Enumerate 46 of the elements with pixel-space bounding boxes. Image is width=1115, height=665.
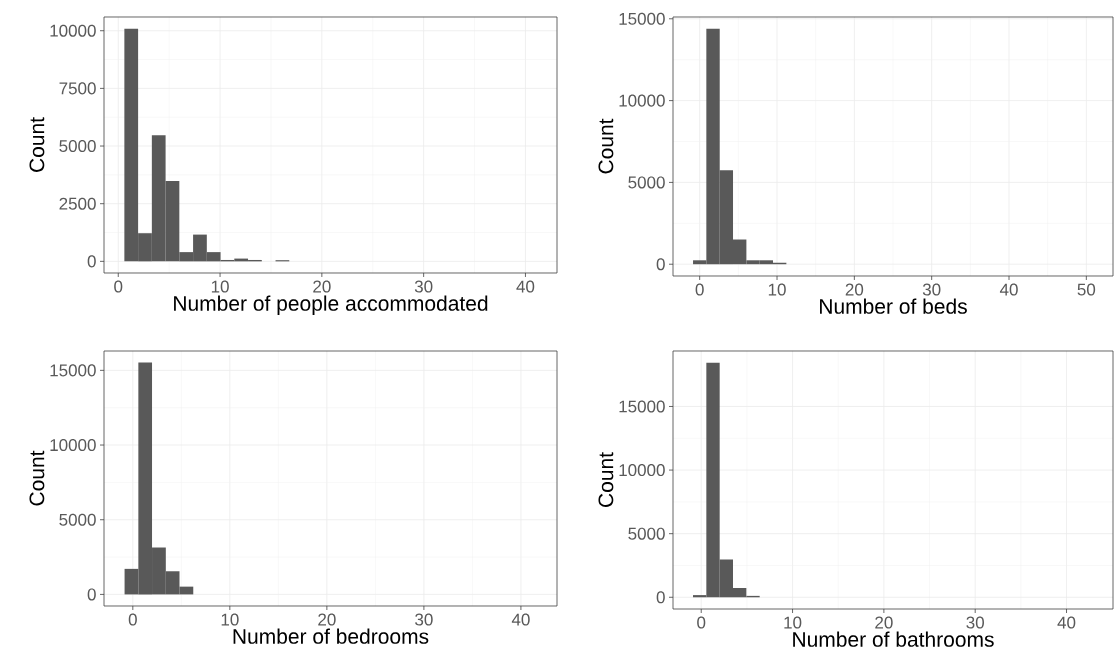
y-tick-label: 0 [87, 255, 96, 268]
x-tick-label: 10 [784, 616, 802, 629]
x-tick-label: 20 [845, 283, 864, 296]
x-tick-label: 40 [511, 613, 530, 626]
y-tick-label: 5000 [59, 513, 96, 526]
y-tick-label: 10000 [619, 94, 665, 107]
y-axis-title: Count [29, 117, 45, 172]
x-tick-label: 50 [1077, 283, 1096, 296]
y-tick-label: 0 [87, 588, 96, 601]
y-tick-label: 2500 [59, 197, 96, 210]
y-tick-label: 5000 [628, 176, 665, 189]
x-axis-title: Number of bathrooms [793, 631, 994, 647]
x-axis-title: Number of beds [820, 298, 967, 314]
x-tick-label: 10 [211, 280, 229, 293]
x-tick-label: 0 [695, 283, 704, 296]
y-tick-label: 5000 [59, 140, 96, 153]
y-tick-label: 15000 [619, 400, 665, 413]
x-tick-label: 20 [875, 616, 893, 629]
x-tick-label: 40 [516, 280, 535, 293]
x-tick-label: 30 [922, 283, 941, 296]
x-tick-label: 30 [414, 280, 433, 293]
y-axis-title: Count [598, 118, 614, 174]
x-tick-label: 20 [313, 280, 331, 293]
y-tick-label: 10000 [50, 439, 96, 452]
y-tick-label: 10000 [50, 24, 96, 37]
x-tick-label: 0 [697, 616, 706, 629]
x-tick-label: 40 [1057, 616, 1076, 629]
x-tick-label: 0 [114, 280, 123, 293]
x-tick-label: 30 [966, 616, 984, 629]
x-tick-label: 40 [999, 283, 1018, 296]
x-tick-label: 10 [221, 613, 239, 626]
y-tick-label: 15000 [619, 12, 665, 25]
y-axis-title: Count [598, 452, 614, 507]
y-tick-label: 0 [656, 591, 665, 604]
y-tick-label: 7500 [59, 82, 96, 95]
x-tick-label: 20 [318, 613, 336, 626]
y-axis-title: Count [29, 450, 45, 506]
y-tick-label: 10000 [619, 464, 665, 477]
y-tick-label: 0 [656, 258, 665, 271]
y-tick-label: 5000 [628, 527, 665, 540]
y-tick-label: 15000 [50, 364, 96, 377]
x-tick-label: 0 [128, 613, 137, 626]
x-axis-title: Number of people accommodated [174, 295, 488, 316]
x-axis-title: Number of bedrooms [233, 628, 429, 644]
x-tick-label: 10 [768, 283, 786, 296]
x-tick-label: 30 [415, 613, 433, 626]
